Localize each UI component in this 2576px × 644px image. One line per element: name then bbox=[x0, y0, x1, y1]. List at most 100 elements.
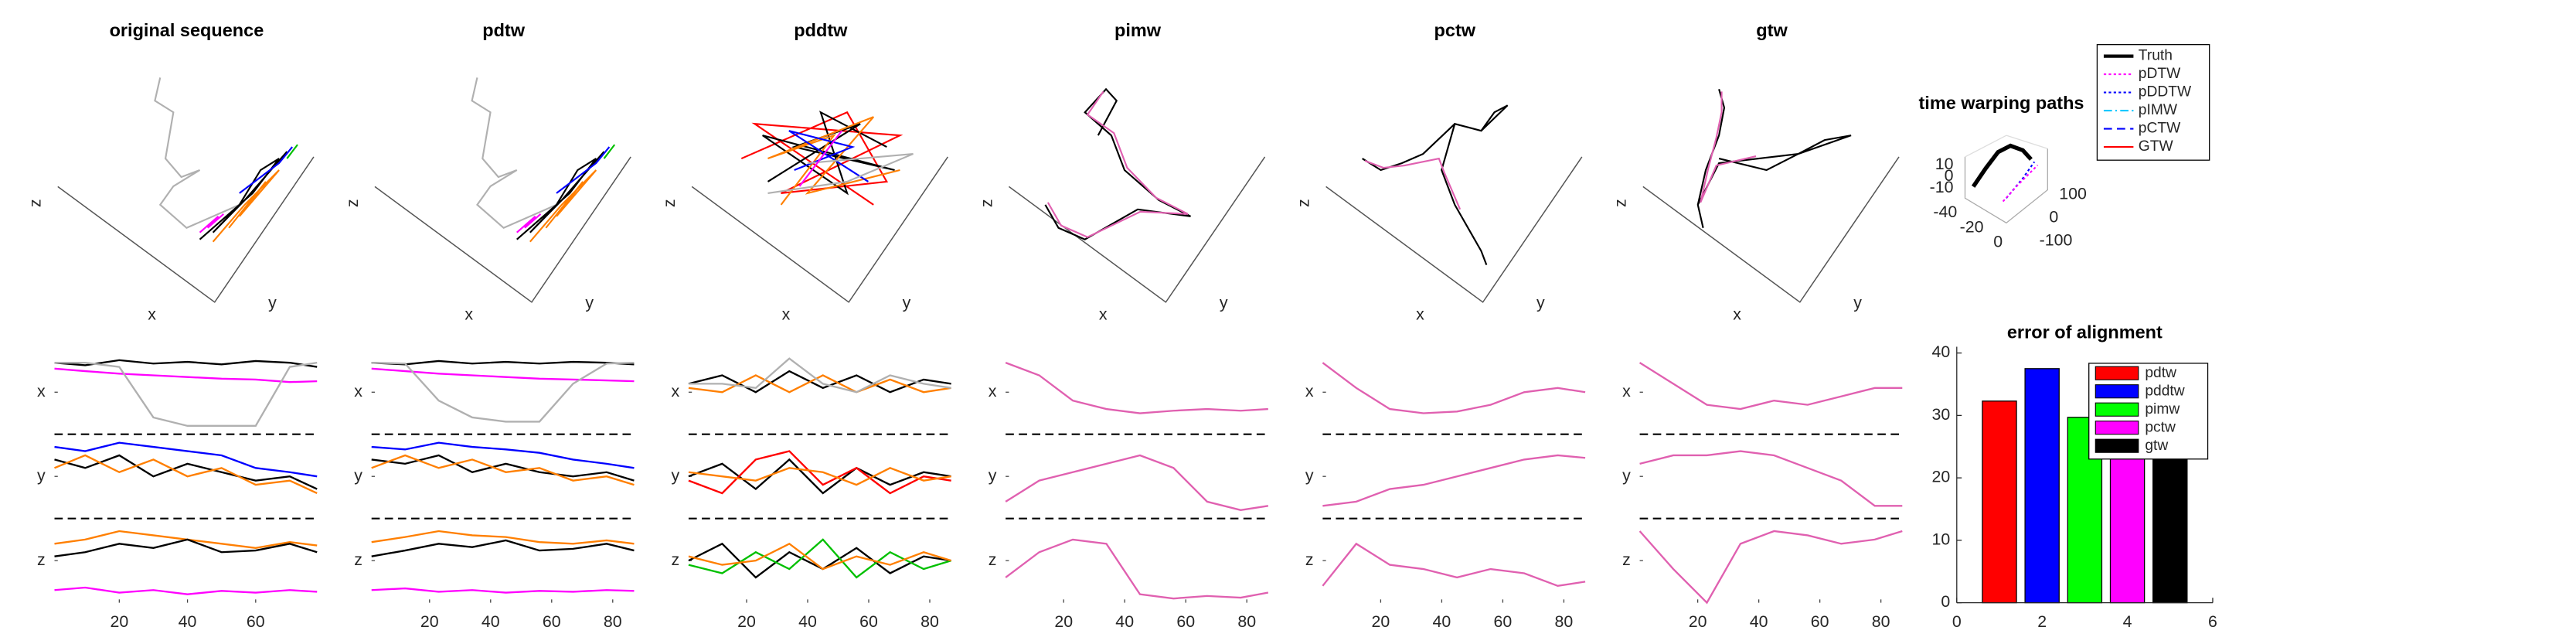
axis-label: z bbox=[660, 199, 679, 207]
legend-label: pDDTW bbox=[2139, 84, 2192, 101]
axis-label: x bbox=[148, 305, 156, 324]
legend-label: pddtw bbox=[2145, 383, 2184, 399]
x-tick-label: 40 bbox=[1750, 612, 1768, 631]
x-tick-label: 40 bbox=[1433, 612, 1451, 631]
x-tick-label: -20 bbox=[1960, 217, 1984, 236]
legend-label: pCTW bbox=[2139, 121, 2181, 137]
x-tick-label: 0 bbox=[1993, 233, 2003, 251]
series-line bbox=[1638, 530, 1903, 605]
trajectory bbox=[603, 144, 616, 159]
y-tick-label: x bbox=[37, 382, 46, 400]
x-tick-label: 80 bbox=[604, 612, 622, 631]
x-tick-label: 80 bbox=[920, 612, 939, 631]
trajectory bbox=[516, 151, 605, 240]
chart-title: error of alignment bbox=[2007, 322, 2163, 342]
x-tick-label: 60 bbox=[543, 612, 561, 631]
x-tick-label: 40 bbox=[179, 612, 197, 631]
trajectory bbox=[529, 169, 597, 243]
y-tick-label: 20 bbox=[1931, 468, 1950, 486]
trajectory bbox=[767, 116, 900, 206]
trajectory bbox=[740, 111, 903, 206]
bar bbox=[1982, 400, 2017, 604]
axis-label: z bbox=[343, 199, 362, 207]
legend-label: gtw bbox=[2145, 438, 2168, 454]
x-tick-label: 60 bbox=[1176, 612, 1195, 631]
series-line bbox=[54, 454, 318, 490]
axis-label: x bbox=[464, 305, 473, 324]
panel-title: pddtw bbox=[794, 20, 848, 40]
x-tick-label: 20 bbox=[737, 612, 756, 631]
legend-label: GTW bbox=[2139, 138, 2174, 155]
panel-title: gtw bbox=[1756, 20, 1788, 40]
x-tick-label: 2 bbox=[2037, 612, 2047, 631]
series-line bbox=[54, 441, 318, 478]
x-tick-label: 40 bbox=[1115, 612, 1134, 631]
x-tick-label: 60 bbox=[1811, 612, 1829, 631]
legend-label: pctw bbox=[2145, 419, 2176, 435]
axis-label: z bbox=[977, 199, 995, 207]
y-tick-label: y bbox=[671, 466, 679, 485]
legend-label: pIMW bbox=[2139, 102, 2178, 118]
axis-box bbox=[1325, 156, 1583, 303]
trajectory bbox=[199, 213, 224, 233]
series-line bbox=[371, 454, 635, 486]
axis-label: x bbox=[1099, 305, 1108, 324]
trajectory bbox=[798, 130, 843, 187]
warping-title: time warping paths bbox=[1918, 93, 2084, 113]
y-tick-label: z bbox=[1305, 550, 1314, 569]
x-tick-label: 20 bbox=[1372, 612, 1390, 631]
trajectory bbox=[767, 153, 914, 194]
trajectory bbox=[154, 77, 240, 230]
series-line bbox=[371, 367, 635, 383]
y-tick-label: 0 bbox=[2049, 208, 2058, 227]
series-line bbox=[371, 539, 635, 557]
legend-patch bbox=[2094, 438, 2139, 453]
trajectory bbox=[788, 130, 869, 182]
series-line bbox=[371, 441, 635, 469]
axis-box bbox=[57, 156, 315, 303]
axis-label: x bbox=[1416, 305, 1424, 324]
y-tick-label: y bbox=[1622, 466, 1631, 485]
series-line bbox=[1639, 450, 1903, 507]
y-tick-label: z bbox=[37, 550, 46, 569]
z-tick-label: 0 bbox=[1945, 166, 1954, 185]
trajectory bbox=[1700, 91, 1757, 203]
axis-label: y bbox=[1220, 294, 1228, 312]
legend-label: Truth bbox=[2139, 48, 2173, 64]
y-tick-label: y bbox=[1305, 466, 1314, 485]
bar bbox=[2152, 452, 2188, 604]
warping-path bbox=[2002, 164, 2039, 203]
series-line bbox=[371, 359, 635, 366]
x-tick-label: 20 bbox=[1689, 612, 1707, 631]
series-line bbox=[1005, 538, 1269, 600]
bar bbox=[2024, 368, 2060, 604]
series-line bbox=[371, 530, 635, 545]
y-tick-label: y bbox=[354, 466, 362, 485]
axis-label: y bbox=[585, 294, 594, 312]
y-tick-label: z bbox=[354, 550, 362, 569]
warping-box bbox=[1965, 135, 2007, 158]
series-line bbox=[371, 587, 635, 594]
panel-title: pdtw bbox=[482, 20, 526, 40]
x-tick-label: 20 bbox=[420, 612, 439, 631]
axis-box bbox=[1642, 156, 1900, 303]
y-tick-label: 10 bbox=[1931, 530, 1950, 548]
x-tick-label: 60 bbox=[247, 612, 265, 631]
bar bbox=[2109, 433, 2146, 604]
z-tick-label: 10 bbox=[1935, 155, 1954, 173]
x-tick-label: 20 bbox=[110, 612, 128, 631]
axis-label: x bbox=[782, 305, 791, 324]
trajectory bbox=[1362, 104, 1509, 265]
series-line bbox=[1322, 454, 1586, 507]
x-tick-label: 4 bbox=[2123, 612, 2132, 631]
y-tick-label: 0 bbox=[1941, 592, 1950, 611]
axis-label: y bbox=[1853, 294, 1862, 312]
trajectory bbox=[286, 144, 298, 159]
trajectory bbox=[212, 169, 280, 243]
y-tick-label: 30 bbox=[1931, 405, 1950, 424]
trajectory bbox=[516, 213, 542, 233]
trajectory bbox=[556, 146, 611, 194]
x-tick-label: 80 bbox=[1237, 612, 1256, 631]
